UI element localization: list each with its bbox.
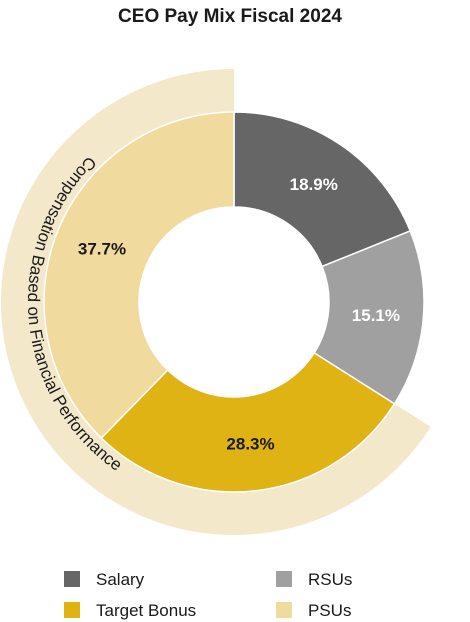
legend-label-rsus: RSUs xyxy=(308,570,352,589)
slice-label-rsus: 15.1% xyxy=(352,306,400,325)
chart-title: CEO Pay Mix Fiscal 2024 xyxy=(118,6,342,27)
donut-slices xyxy=(43,111,425,493)
legend-label-target-bonus: Target Bonus xyxy=(96,601,196,620)
legend-swatch-psus xyxy=(276,602,292,618)
legend-swatch-salary xyxy=(64,571,80,587)
slice-labels: 18.9% 15.1% 28.3% 37.7% xyxy=(78,175,400,454)
slice-label-target-bonus: 28.3% xyxy=(226,435,274,454)
legend: Salary RSUs Target Bonus PSUs xyxy=(64,570,352,620)
slice-label-salary: 18.9% xyxy=(290,175,338,194)
legend-swatch-target-bonus xyxy=(64,602,80,618)
slice-label-psus: 37.7% xyxy=(78,239,126,258)
slice-target-bonus xyxy=(100,351,396,493)
legend-label-salary: Salary xyxy=(96,570,145,589)
legend-swatch-rsus xyxy=(276,571,292,587)
slice-salary xyxy=(233,111,412,268)
legend-label-psus: PSUs xyxy=(308,601,351,620)
slice-psus xyxy=(43,111,235,440)
